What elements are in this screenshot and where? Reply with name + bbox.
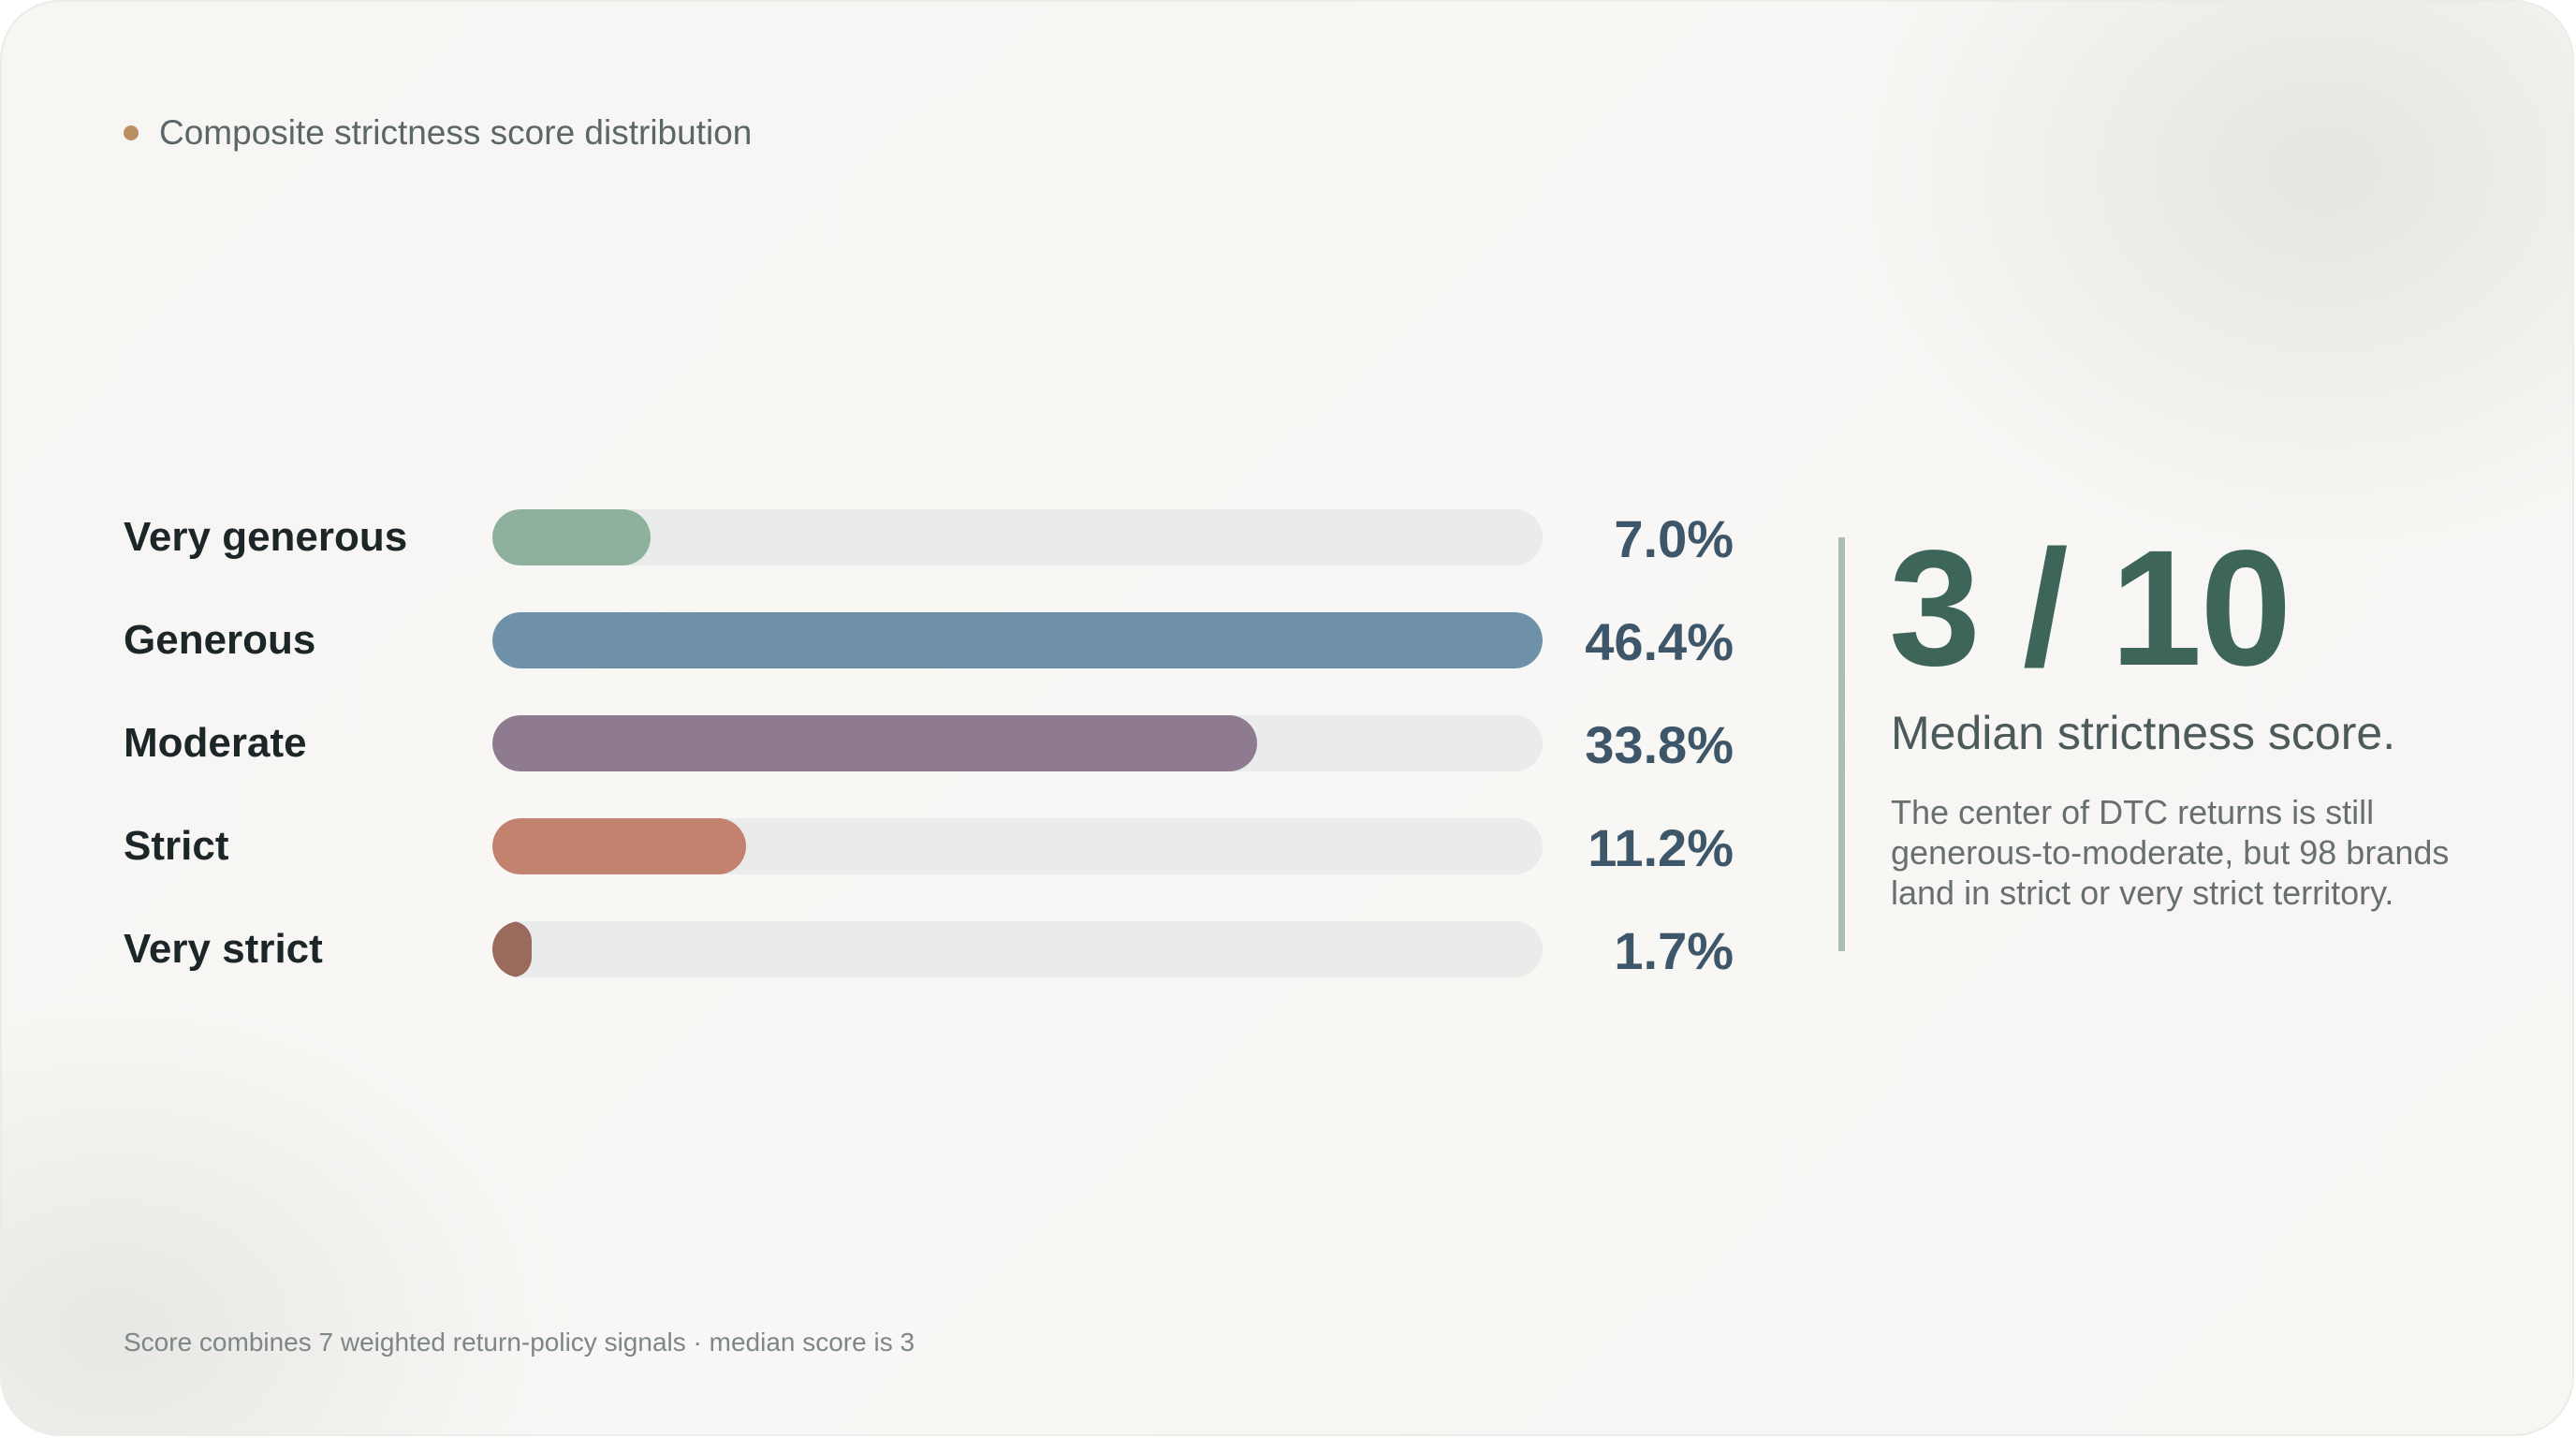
bar-track	[492, 509, 1543, 565]
bar-track	[492, 715, 1543, 771]
chart-kicker: Composite strictness score distribution	[124, 107, 752, 159]
kpi-note: The center of DTC returns is still gener…	[1891, 793, 2450, 912]
bar	[492, 612, 1543, 668]
category-label: Strict	[124, 823, 229, 869]
kpi-caption: Median strictness score.	[1891, 707, 2396, 759]
bar	[492, 818, 746, 874]
data-label: 11.2%	[1588, 818, 1734, 877]
data-label: 7.0%	[1614, 509, 1734, 568]
bar	[492, 715, 1258, 771]
data-label: 46.4%	[1585, 612, 1734, 671]
kicker-dot-icon	[124, 125, 139, 140]
kpi-value: 3 / 10	[1889, 517, 2291, 700]
bar-track	[492, 818, 1543, 874]
kpi-divider	[1838, 537, 1845, 951]
category-label: Very strict	[124, 926, 323, 972]
data-label: 1.7%	[1614, 921, 1734, 980]
category-label: Very generous	[124, 514, 408, 560]
bar-track	[492, 921, 1543, 977]
category-label: Moderate	[124, 720, 307, 766]
category-label: Generous	[124, 617, 316, 663]
footnote: Score combines 7 weighted return-policy …	[124, 1328, 915, 1357]
bar	[492, 921, 532, 977]
chart-title: Composite strictness score distribution	[159, 113, 753, 152]
bar-track	[492, 612, 1543, 668]
bar	[492, 509, 651, 565]
data-label: 33.8%	[1585, 715, 1734, 774]
